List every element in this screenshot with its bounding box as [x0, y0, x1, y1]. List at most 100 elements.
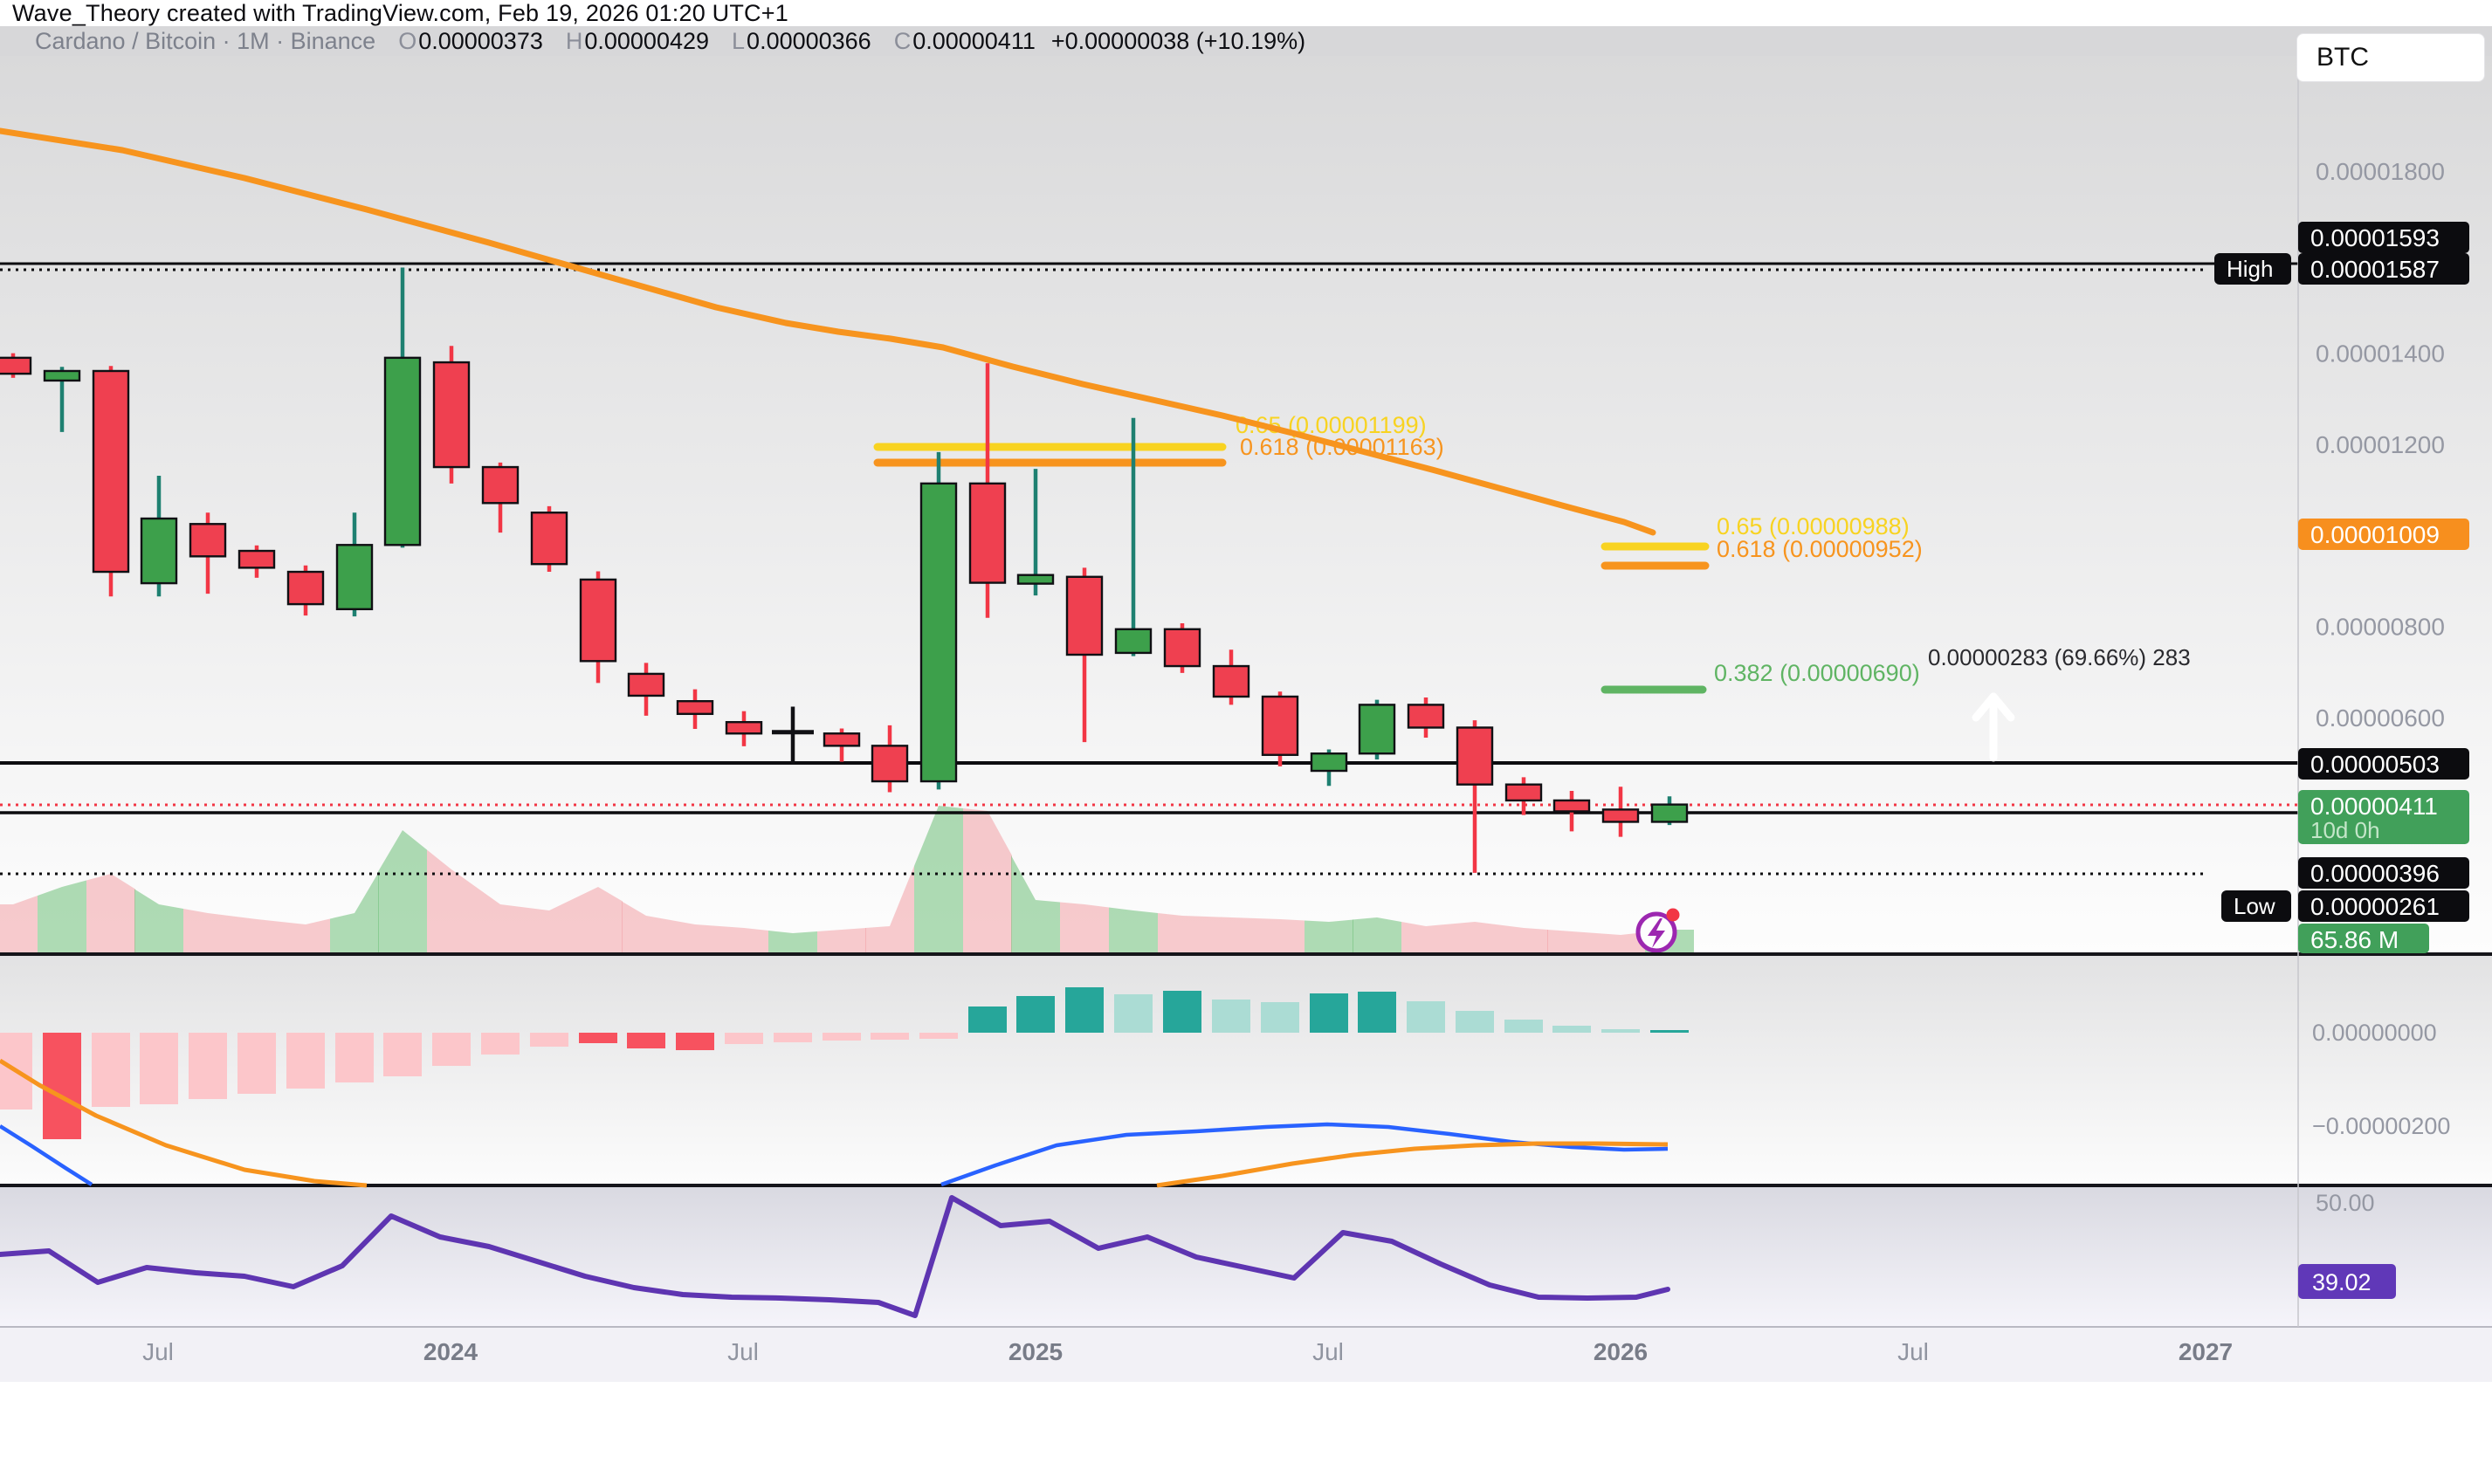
- price-axis-badge-text: 0.00000261: [2310, 893, 2440, 920]
- macd-histogram-bar: [579, 1033, 617, 1043]
- extreme-tag-text: Low: [2234, 893, 2275, 919]
- close-value: 0.00000411: [912, 27, 1036, 54]
- volume-area: [1596, 932, 1645, 952]
- price-axis-badge: [2298, 748, 2469, 780]
- candle-body: [725, 721, 763, 735]
- time-axis-label: 2027: [2179, 1338, 2233, 1365]
- macd-histogram-bar: [1552, 1026, 1591, 1033]
- volume-area: [622, 901, 671, 952]
- candle-body: [1163, 628, 1201, 668]
- price-axis-badge-text: 0.00001009: [2310, 521, 2440, 548]
- macd-histogram-bar: [676, 1033, 714, 1050]
- volume-area: [427, 849, 476, 952]
- macd-histogram-bar: [189, 1033, 227, 1099]
- low-label: L: [732, 27, 746, 54]
- price-axis-badge: [2298, 222, 2469, 253]
- macd-histogram-bar: [871, 1033, 909, 1040]
- macd-axis-label: −0.00000200: [2312, 1113, 2450, 1139]
- volume-area: [768, 931, 817, 952]
- candle-body: [1114, 628, 1153, 655]
- volume-area: [86, 874, 135, 952]
- volume-area: [378, 830, 427, 952]
- volume-area: [38, 880, 86, 952]
- fib-level-label: 0.618 (0.00000952): [1717, 536, 1923, 562]
- price-axis-label: 0.00001800: [2316, 158, 2445, 185]
- price-axis-badge: [2298, 890, 2469, 922]
- price-axis-badge: [2298, 924, 2429, 953]
- volume-area: [525, 898, 574, 952]
- macd-histogram-bar: [140, 1033, 178, 1104]
- price-axis-badge: [2298, 857, 2469, 889]
- macd-axis-label: 0.00000000: [2312, 1020, 2437, 1046]
- candle-body: [871, 745, 909, 783]
- macd-histogram-bar: [432, 1033, 471, 1066]
- low-value: 0.00000366: [747, 27, 871, 54]
- price-axis-label: 0.00001200: [2316, 431, 2445, 458]
- candle-body: [823, 732, 861, 747]
- macd-panel-background: [0, 954, 2492, 1185]
- symbol-title[interactable]: Cardano / Bitcoin · 1M · Binance: [35, 27, 376, 54]
- macd-histogram-bar: [530, 1033, 568, 1047]
- price-panel-background: [0, 56, 2492, 954]
- macd-line: [940, 1122, 1669, 1187]
- macd-histogram-bar: [237, 1033, 276, 1094]
- time-axis-label: 2025: [1009, 1338, 1063, 1365]
- currency-toggle-button[interactable]: BTC: [2296, 33, 2485, 82]
- macd-histogram-bar: [823, 1033, 861, 1041]
- candle-body: [383, 356, 422, 546]
- candle-body: [286, 570, 325, 606]
- attribution-text: Wave_Theory created with TradingView.com…: [12, 0, 788, 26]
- macd-histogram-bar: [481, 1033, 520, 1055]
- candle-body: [1407, 704, 1445, 729]
- lightning-bolt-icon: [1648, 918, 1665, 948]
- macd-histogram-bar: [968, 1007, 1007, 1033]
- macd-histogram-bar: [383, 1033, 422, 1076]
- macd-histogram-bar: [1601, 1029, 1640, 1033]
- macd-histogram-bar: [1212, 1000, 1250, 1033]
- candle-body: [1601, 808, 1640, 823]
- macd-histogram-bar: [335, 1033, 374, 1082]
- volume-area: [1158, 913, 1207, 952]
- volume-area: [1305, 919, 1353, 952]
- open-value: 0.00000373: [418, 27, 543, 54]
- macd-histogram-bar: [1310, 993, 1348, 1033]
- price-axis-badge-text: 0.00000503: [2310, 751, 2440, 778]
- volume-area: [719, 926, 768, 952]
- macd-histogram-bar: [1358, 992, 1396, 1033]
- notification-dot-icon: [1666, 908, 1680, 922]
- volume-area: [1109, 907, 1158, 952]
- macd-histogram-bar: [43, 1033, 81, 1139]
- time-axis-label: Jul: [1897, 1338, 1929, 1365]
- extreme-tag-badge: [2221, 890, 2291, 922]
- macd-signal-line: [0, 1058, 368, 1188]
- extreme-tag-badge: [2214, 253, 2291, 285]
- volume-area: [1547, 930, 1596, 952]
- macd-histogram-bar: [1650, 1030, 1689, 1033]
- close-label: C: [893, 27, 912, 54]
- currency-toggle-label: BTC: [2316, 43, 2369, 72]
- footer: [0, 1382, 2492, 1484]
- candle-body: [1065, 575, 1104, 656]
- time-axis-label: 2026: [1594, 1338, 1648, 1365]
- candle-body: [1212, 664, 1250, 698]
- price-axis-label: 0.00001400: [2316, 340, 2445, 368]
- candle-body: [0, 356, 32, 375]
- candle-body: [481, 465, 520, 505]
- candle-body: [335, 544, 374, 611]
- price-axis-label: 0.00000600: [2316, 704, 2445, 732]
- price-axis-badge: [2298, 519, 2469, 550]
- price-axis-label: 0.00000800: [2316, 614, 2445, 641]
- volume-area: [134, 889, 183, 952]
- candle-body: [968, 482, 1007, 584]
- candle-body: [1456, 726, 1494, 786]
- moving-average-line: [0, 127, 1656, 536]
- volume-area: [1256, 918, 1305, 952]
- price-axis-badge-text: 0.00001593: [2310, 224, 2440, 251]
- macd-histogram-bar: [1407, 1001, 1445, 1033]
- rsi-badge: [2298, 1264, 2396, 1299]
- price-axis-badge-text: 65.86 M: [2310, 926, 2399, 953]
- volume-area: [281, 918, 330, 952]
- candle-body: [1016, 574, 1055, 585]
- high-value: 0.00000429: [584, 27, 710, 54]
- price-axis-badge-text: 0.00000396: [2310, 860, 2440, 887]
